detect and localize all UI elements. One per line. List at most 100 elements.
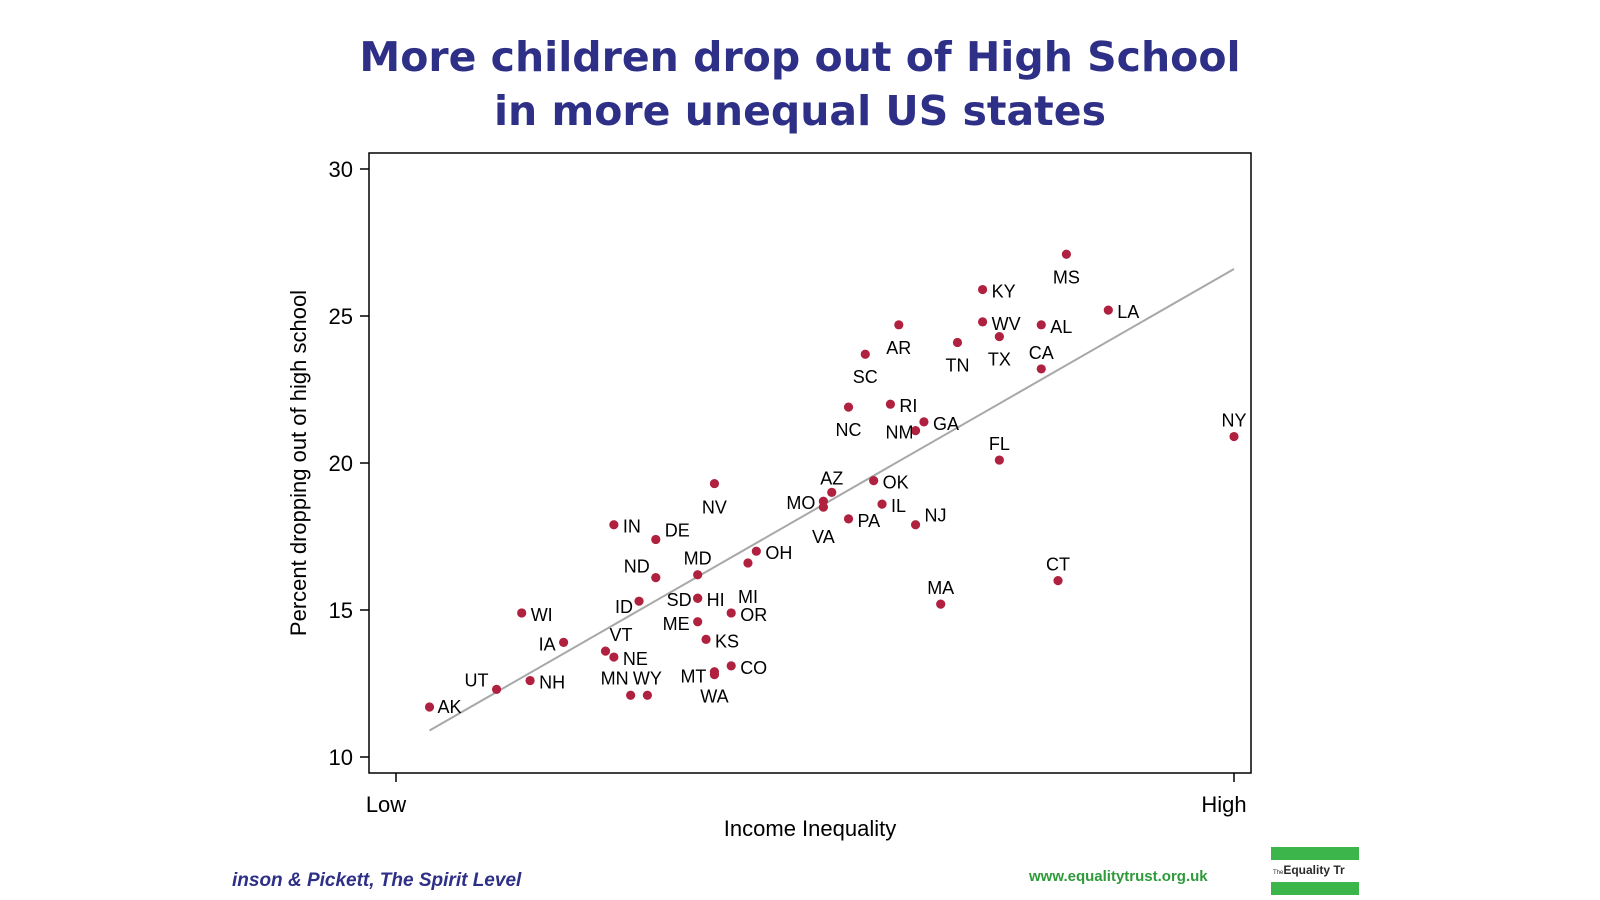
data-point-ri [885, 399, 896, 409]
data-point-pa [843, 514, 854, 524]
point-label-me: ME [663, 614, 690, 634]
website-link[interactable]: www.equalitytrust.org.uk [1029, 868, 1208, 885]
point-label-co: CO [740, 658, 767, 678]
x-tick-label-low: Low [366, 792, 406, 817]
data-point-ut [491, 684, 502, 694]
point-label-mn: MN [601, 668, 629, 688]
point-label-ca: CA [1029, 343, 1054, 363]
data-point-wy [642, 690, 653, 700]
source-citation: inson & Pickett, The Spirit Level [232, 870, 522, 891]
point-label-nd: ND [624, 557, 650, 577]
point-label-mt: MT [680, 667, 706, 687]
data-point-nh [525, 675, 535, 686]
point-label-tn: TN [945, 355, 969, 375]
point-label-vt: VT [610, 625, 633, 645]
slide-title: More children drop out of High School in… [0, 30, 1600, 138]
point-label-nm: NM [886, 423, 914, 443]
point-label-va: VA [812, 527, 835, 547]
point-label-wi: WI [531, 605, 553, 625]
point-label-nv: NV [702, 498, 727, 518]
point-label-ny: NY [1221, 411, 1246, 431]
data-point-nd [651, 573, 661, 583]
slide-title-line-2: in more unequal US states [494, 87, 1106, 135]
point-label-wy: WY [633, 668, 662, 688]
y-tick-label: 30 [329, 157, 353, 182]
point-label-in: IN [623, 517, 641, 537]
data-point-id [634, 596, 644, 606]
data-point-oh [751, 546, 761, 556]
y-tick-label: 20 [329, 451, 353, 476]
data-point-nj [910, 520, 921, 530]
data-point-ks [701, 634, 711, 645]
x-axis-title: Income Inequality [724, 816, 896, 841]
data-point-ar [894, 320, 904, 330]
data-point-wa [709, 670, 720, 680]
data-point-vt [600, 646, 611, 656]
point-label-mi: MI [738, 587, 758, 607]
y-tick-label: 25 [329, 304, 353, 329]
data-point-mi [743, 558, 753, 568]
slide-title-line-1: More children drop out of High School [359, 33, 1241, 81]
point-label-ky: KY [992, 282, 1016, 302]
y-axis: 10 15 20 25 30 [329, 157, 369, 770]
point-label-ia: IA [539, 634, 556, 654]
point-label-sc: SC [853, 367, 878, 387]
data-point-in [609, 520, 619, 530]
point-label-wv: WV [992, 314, 1021, 334]
point-label-pa: PA [858, 511, 881, 531]
point-label-id: ID [615, 597, 633, 617]
data-point-ma [936, 599, 946, 609]
data-point-ak [424, 702, 435, 712]
y-axis-title: Percent dropping out of high school [286, 290, 311, 636]
data-point-al [1036, 320, 1046, 330]
fit-line [429, 268, 1235, 732]
data-point-ct [1053, 576, 1063, 586]
point-label-mo: MO [786, 493, 815, 513]
logo-text: TheEquality Tr [1273, 863, 1345, 877]
point-label-md: MD [684, 549, 712, 569]
point-label-oh: OH [765, 543, 792, 563]
data-point-ne [609, 652, 619, 662]
data-point-co [726, 661, 736, 671]
point-label-ga: GA [933, 414, 959, 434]
data-point-ia [559, 637, 569, 647]
point-label-ma: MA [927, 578, 954, 598]
data-point-hi [693, 593, 703, 603]
point-label-nh: NH [539, 673, 565, 693]
point-label-nj: NJ [925, 506, 947, 526]
data-point-wv [978, 317, 988, 327]
data-point-ga [919, 417, 929, 427]
data-point-va [818, 502, 828, 512]
data-point-nc [843, 402, 854, 412]
data-point-md [693, 570, 703, 580]
data-point-or [726, 608, 736, 618]
point-label-de: DE [665, 520, 690, 540]
data-point-sc [860, 349, 870, 359]
x-tick-label-high: High [1201, 792, 1246, 817]
point-label-il: IL [891, 496, 906, 516]
point-label-hi: HI [707, 590, 725, 610]
data-point-me [693, 617, 703, 627]
point-label-ut: UT [465, 670, 489, 690]
point-label-ks: KS [715, 631, 739, 651]
point-label-ok: OK [883, 473, 909, 493]
point-label-al: AL [1050, 317, 1072, 337]
point-label-or: OR [740, 605, 767, 625]
data-point-nm [910, 426, 921, 436]
point-label-az: AZ [820, 468, 843, 488]
data-point-mn [626, 690, 636, 700]
data-point-ky [978, 284, 988, 295]
plot-frame [368, 152, 1252, 774]
data-point-de [651, 534, 661, 545]
data-point-il [877, 499, 887, 509]
point-label-tx: TX [988, 350, 1011, 370]
logo-bar-bottom [1271, 882, 1359, 895]
logo-text-main: Equality Tr [1283, 863, 1345, 877]
data-point-wi [517, 608, 527, 618]
point-label-sd: SD [667, 590, 692, 610]
point-label-ar: AR [886, 338, 911, 358]
data-point-ca [1036, 364, 1046, 374]
data-point-la [1103, 305, 1113, 315]
point-label-wa: WA [700, 687, 728, 707]
